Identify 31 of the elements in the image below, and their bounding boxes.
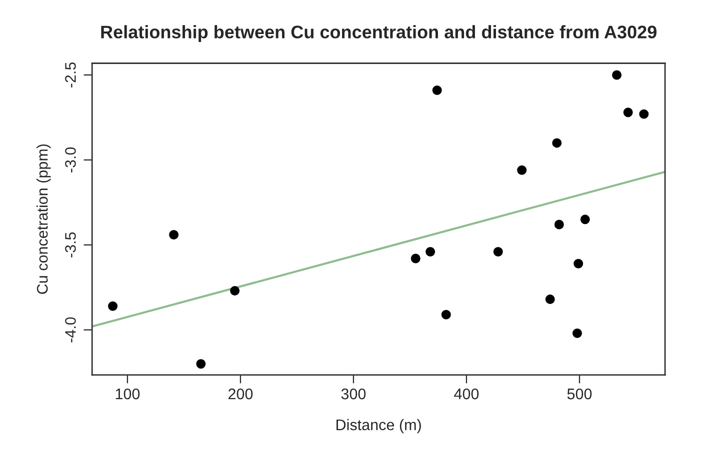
point [432,86,442,96]
x-tick-label: 200 [228,388,253,400]
point [230,286,240,296]
point [572,328,582,338]
y-tick-label: -3.5 [65,232,76,258]
point [426,246,436,256]
point [493,246,503,256]
x-tick-label: 400 [454,388,479,400]
chart-title: Relationship between Cu concentration and distance from A3029 [101,25,656,42]
point [441,310,451,320]
point [623,108,633,118]
x-tick-label: 500 [567,388,592,400]
x-tick-label: 100 [116,388,140,400]
point [552,138,562,148]
y-tick-label: -3.0 [65,147,76,172]
y-tick-label: -2.5 [65,62,76,88]
point [108,301,118,311]
point [196,359,206,369]
point [410,254,420,264]
point [517,165,527,175]
y-tick-label: -4.0 [65,317,76,342]
point [574,258,584,268]
point [612,70,622,80]
point [169,230,179,240]
x-axis-title: Distance (m) [336,419,421,434]
y-axis-title: Cu concetration (ppm) [36,144,51,294]
point [580,214,590,224]
point [554,220,564,230]
point [545,294,555,304]
point [639,109,649,119]
x-tick-label: 300 [341,388,366,400]
